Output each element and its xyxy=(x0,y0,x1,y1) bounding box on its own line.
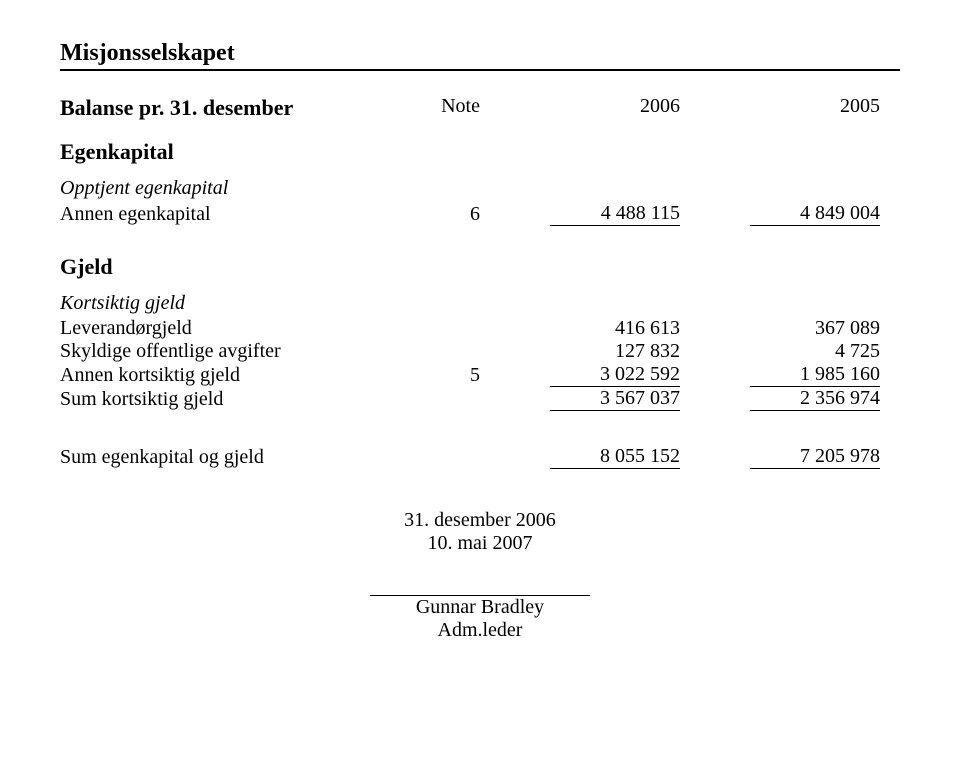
row-label: Annen egenkapital xyxy=(60,203,420,226)
equity-subhead: Opptjent egenkapital xyxy=(60,177,900,200)
footer-date-1: 31. desember 2006 xyxy=(60,509,900,532)
row-val-y1: 416 613 xyxy=(480,317,680,340)
row-note: 6 xyxy=(420,203,480,226)
row-val-y2: 367 089 xyxy=(680,317,880,340)
footer-date-2: 10. mai 2007 xyxy=(60,532,900,555)
row-label: Leverandørgjeld xyxy=(60,317,420,340)
row-val-y2: 4 725 xyxy=(680,340,880,363)
row-val-y1: 3 022 592 xyxy=(550,363,680,387)
table-row: Annen egenkapital 6 4 488 115 4 849 004 xyxy=(60,202,900,226)
sum-val-y1: 3 567 037 xyxy=(550,387,680,411)
header-note: Note xyxy=(420,95,480,121)
sum-val-y2: 2 356 974 xyxy=(750,387,880,411)
signatory-name: Gunnar Bradley xyxy=(60,596,900,619)
total-row: Sum egenkapital og gjeld 8 055 152 7 205… xyxy=(60,445,900,469)
row-label: Annen kortsiktig gjeld xyxy=(60,364,420,387)
total-val-y2: 7 205 978 xyxy=(750,445,880,469)
row-val-y1: 4 488 115 xyxy=(550,202,680,226)
row-val-y2: 4 849 004 xyxy=(750,202,880,226)
row-val-y1: 127 832 xyxy=(480,340,680,363)
balance-subtitle: Balanse pr. 31. desember xyxy=(60,95,420,121)
debt-section: Gjeld xyxy=(60,254,900,280)
table-row: Annen kortsiktig gjeld 5 3 022 592 1 985… xyxy=(60,363,900,387)
signatory-title: Adm.leder xyxy=(60,619,900,642)
row-label: Skyldige offentlige avgifter xyxy=(60,340,420,363)
row-val-y2: 1 985 160 xyxy=(750,363,880,387)
debt-subhead: Kortsiktig gjeld xyxy=(60,292,900,315)
sum-row: Sum kortsiktig gjeld 3 567 037 2 356 974 xyxy=(60,387,900,411)
table-row: Leverandørgjeld 416 613 367 089 xyxy=(60,317,900,340)
sum-label: Sum kortsiktig gjeld xyxy=(60,388,420,411)
total-label: Sum egenkapital og gjeld xyxy=(60,446,420,469)
total-val-y1: 8 055 152 xyxy=(550,445,680,469)
company-title: Misjonsselskapet xyxy=(60,40,900,71)
row-note: 5 xyxy=(420,364,480,387)
header-year1: 2006 xyxy=(480,95,680,121)
equity-section: Egenkapital xyxy=(60,139,900,165)
table-row: Skyldige offentlige avgifter 127 832 4 7… xyxy=(60,340,900,363)
header-year2: 2005 xyxy=(680,95,880,121)
